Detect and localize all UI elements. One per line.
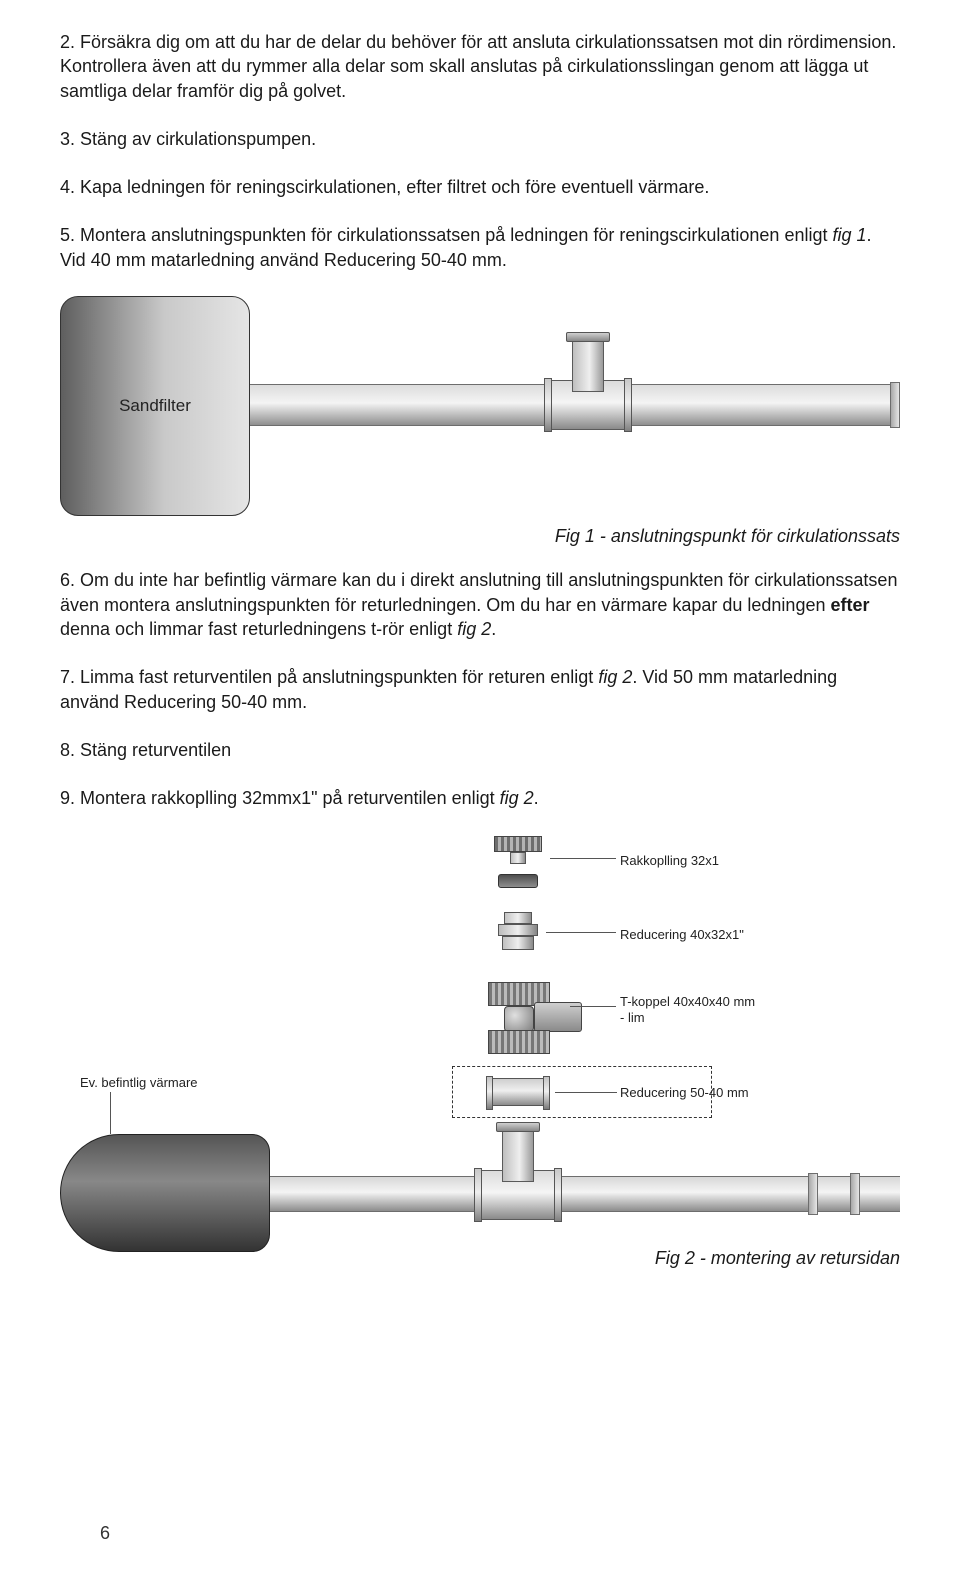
label-rakkoplling: Rakkoplling 32x1 — [620, 852, 719, 870]
para-7: 7. Limma fast returventilen på anslutnin… — [60, 665, 900, 714]
label-tkoppel: T-koppel 40x40x40 mm - lim — [620, 994, 755, 1025]
leader-line-rak — [550, 858, 616, 859]
para-6-efter: efter — [830, 595, 869, 615]
figure-1: Sandfilter — [60, 296, 900, 516]
para-9-text-a: 9. Montera rakkoplling 32mmx1" på returv… — [60, 788, 500, 808]
t-koppel-valve — [478, 982, 560, 1062]
reducering-40x32x1 — [498, 912, 538, 952]
para-5: 5. Montera anslutningspunkten för cirkul… — [60, 223, 900, 272]
para-3: 3. Stäng av cirkulationspumpen. — [60, 127, 900, 151]
para-7-text-a: 7. Limma fast returventilen på anslutnin… — [60, 667, 598, 687]
fig1-pipe-end — [890, 382, 900, 428]
fig2-ref-a: fig 2 — [457, 619, 491, 639]
page-number: 6 — [100, 1521, 110, 1545]
fig2-pipe-gap-l — [808, 1173, 818, 1215]
para-8: 8. Stäng returventilen — [60, 738, 900, 762]
para-4: 4. Kapa ledningen för reningscirkulation… — [60, 175, 900, 199]
heater-leader-line — [110, 1092, 111, 1134]
para-5-text-a: 5. Montera anslutningspunkten för cirkul… — [60, 225, 832, 245]
leader-line-4032 — [546, 932, 616, 933]
fig2-ref-b: fig 2 — [598, 667, 632, 687]
fig2-tee — [480, 1124, 556, 1234]
fig1-ref: fig 1 — [832, 225, 866, 245]
para-2: 2. Försäkra dig om att du har de delar d… — [60, 30, 900, 103]
rakkoplling-32x1 — [492, 836, 544, 892]
para-6-text-b: denna och limmar fast returledningens t-… — [60, 619, 457, 639]
para-9: 9. Montera rakkoplling 32mmx1" på returv… — [60, 786, 900, 810]
figure-1-caption: Fig 1 - anslutningspunkt för cirkulation… — [60, 524, 900, 548]
figure-2-caption: Fig 2 - montering av retursidan — [655, 1246, 900, 1270]
heater-shape — [60, 1134, 270, 1252]
fig1-tee — [550, 334, 626, 444]
leader-line-5040 — [555, 1092, 617, 1093]
para-6: 6. Om du inte har befintlig värmare kan … — [60, 568, 900, 641]
para-6-text-a: 6. Om du inte har befintlig värmare kan … — [60, 570, 897, 614]
label-red5040: Reducering 50-40 mm — [620, 1084, 749, 1102]
fig2-pipe-gap-r — [850, 1173, 860, 1215]
para-6-text-c: . — [491, 619, 496, 639]
para-9-text-b: . — [534, 788, 539, 808]
sandfilter-box: Sandfilter — [60, 296, 250, 516]
label-red4032: Reducering 40x32x1" — [620, 926, 744, 944]
fig2-ref-c: fig 2 — [500, 788, 534, 808]
sandfilter-label: Sandfilter — [119, 395, 191, 418]
leader-line-tkoppel — [570, 1006, 616, 1007]
figure-2: Rakkoplling 32x1 Reducering 40x32x1" T-k… — [60, 834, 900, 1264]
reducering-50-40 — [490, 1078, 546, 1106]
heater-label: Ev. befintlig värmare — [80, 1074, 198, 1092]
